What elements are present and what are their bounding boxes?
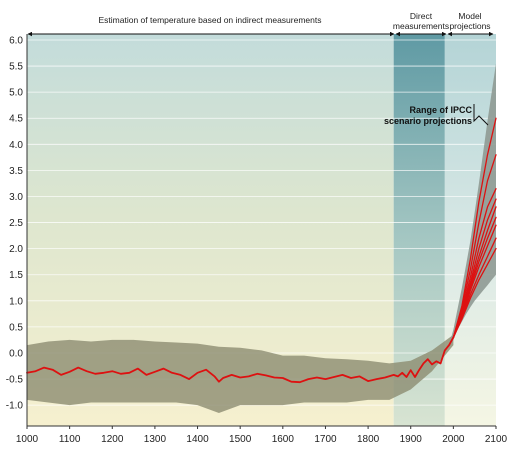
reconstruction-line bbox=[26, 336, 455, 384]
y-tick-label: 1.5 bbox=[9, 270, 23, 281]
axes bbox=[26, 34, 497, 429]
x-tick-label: 1800 bbox=[357, 434, 380, 445]
y-tick-label: 3.5 bbox=[9, 166, 23, 177]
x-tick-labels: 1000 1100 1200 1300 1400 1500 1600 1700 1800 1900… bbox=[16, 434, 508, 445]
y-tick-label: 6.0 bbox=[9, 36, 23, 47]
y-tick-label: 0.5 bbox=[9, 322, 23, 333]
y-tick-labels: -1.0 -0.5 0.0 0.5 1.0 1.5 2.0 2.5 3.0 3.5 4.0 4.5 5.… bbox=[6, 36, 24, 412]
y-tick-label: -1.0 bbox=[6, 401, 24, 412]
y-tick-label: 1.0 bbox=[9, 296, 23, 307]
projection-line bbox=[452, 247, 497, 338]
period-labels: Estimation of temperature based on indir… bbox=[27, 11, 494, 126]
uncertainty-band-layer bbox=[27, 63, 496, 413]
y-tick-label: 5.5 bbox=[9, 62, 23, 73]
y-tick-label: 5.0 bbox=[9, 88, 23, 99]
x-tick-label: 1500 bbox=[229, 434, 252, 445]
period-label-direct-line-1: Direct bbox=[410, 11, 433, 21]
uncertainty-band bbox=[27, 334, 454, 413]
ipcc-range-label-line-1: Range of IPCC bbox=[409, 105, 472, 115]
x-tick-label: 1900 bbox=[400, 434, 423, 445]
y-tick-label: 0.0 bbox=[9, 348, 23, 359]
period-label-model-line-2: projections bbox=[449, 21, 490, 31]
y-tick-label: 4.0 bbox=[9, 140, 23, 151]
x-tick-label: 2100 bbox=[485, 434, 508, 445]
x-tick-label: 1200 bbox=[101, 434, 124, 445]
projection-line bbox=[452, 154, 497, 338]
x-tick-label: 1700 bbox=[314, 434, 337, 445]
x-tick-label: 1100 bbox=[59, 434, 81, 445]
y-tick-label: 2.5 bbox=[9, 218, 23, 229]
projection-envelope bbox=[449, 63, 496, 348]
period-label-indirect: Estimation of temperature based on indir… bbox=[98, 15, 321, 25]
ipcc-range-bracket bbox=[473, 104, 489, 126]
x-tick-label: 1000 bbox=[16, 434, 39, 445]
y-tick-label: 2.0 bbox=[9, 244, 23, 255]
x-tick-label: 2000 bbox=[442, 434, 465, 445]
ipcc-range-label-line-2: scenario projections bbox=[384, 116, 472, 126]
series-layer bbox=[26, 117, 497, 384]
y-tick-label: 4.5 bbox=[9, 114, 23, 125]
x-tick-label: 1400 bbox=[186, 434, 209, 445]
x-tick-label: 1600 bbox=[272, 434, 295, 445]
x-tick-label: 1300 bbox=[144, 434, 167, 445]
period-label-direct-line-2: measurements bbox=[393, 21, 449, 31]
period-label-model-line-1: Model bbox=[458, 11, 481, 21]
y-tick-label: 3.0 bbox=[9, 192, 23, 203]
y-tick-label: -0.5 bbox=[6, 375, 24, 386]
